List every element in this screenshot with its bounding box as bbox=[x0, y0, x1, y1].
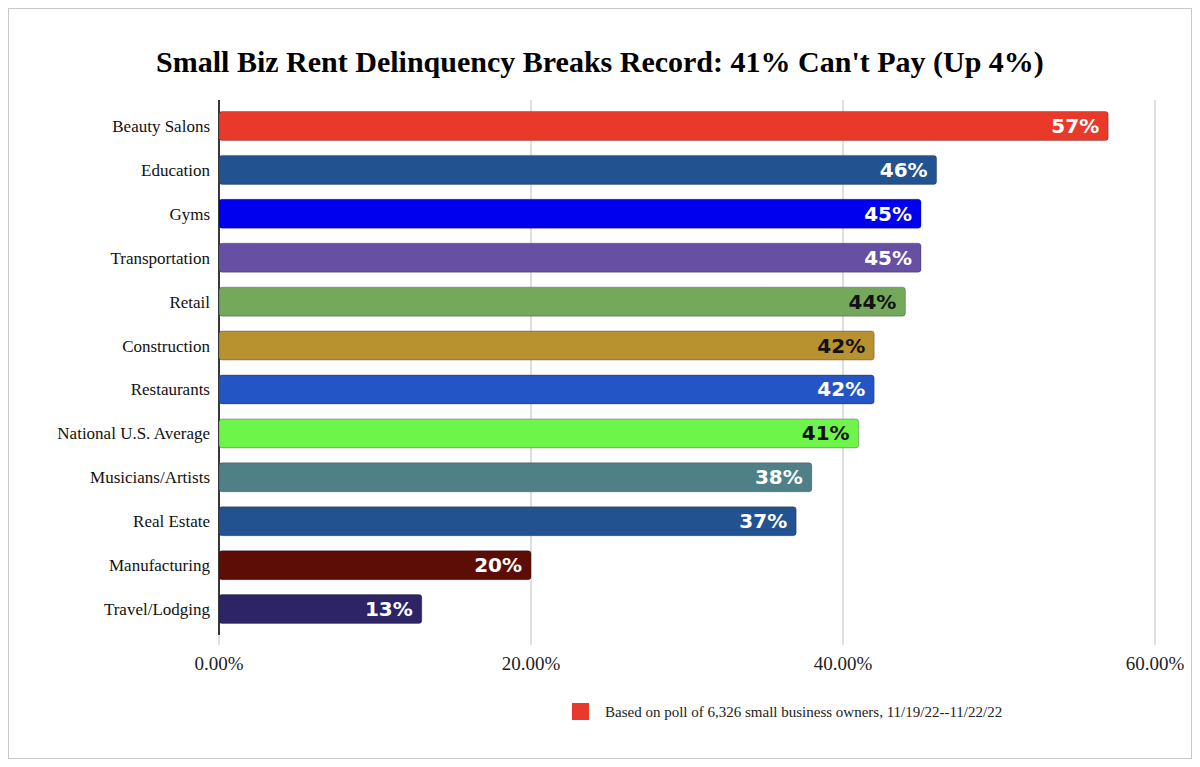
tick-label: 40.00% bbox=[814, 653, 873, 674]
bar bbox=[219, 595, 422, 624]
category-label: Education bbox=[141, 161, 210, 180]
bar bbox=[219, 419, 859, 448]
data-label: 13% bbox=[365, 597, 413, 621]
category-label: Transportation bbox=[111, 249, 211, 268]
data-label: 37% bbox=[739, 509, 787, 533]
data-label: 44% bbox=[849, 290, 897, 314]
bar bbox=[219, 111, 1108, 140]
bar bbox=[219, 463, 812, 492]
bar bbox=[219, 199, 921, 228]
annotation: Based on poll of 6,326 small business ow… bbox=[605, 704, 1002, 720]
bar bbox=[219, 331, 874, 360]
data-label: 42% bbox=[817, 334, 865, 358]
tick-label: 0.00% bbox=[194, 653, 243, 674]
bar bbox=[219, 287, 905, 316]
bars bbox=[219, 111, 1108, 623]
category-label: Real Estate bbox=[133, 512, 210, 531]
category-label: Construction bbox=[122, 337, 210, 356]
data-label: 42% bbox=[817, 377, 865, 401]
data-label: 20% bbox=[474, 553, 522, 577]
tick-label: 20.00% bbox=[502, 653, 561, 674]
frame bbox=[9, 9, 1192, 759]
data-label: 38% bbox=[755, 465, 803, 489]
category-label: Travel/Lodging bbox=[104, 600, 211, 619]
category-label: Beauty Salons bbox=[112, 117, 210, 136]
bar bbox=[219, 551, 531, 580]
data-label: 46% bbox=[880, 158, 928, 182]
category-label: Gyms bbox=[169, 205, 210, 224]
bar bbox=[219, 155, 937, 184]
tick-label: 60.00% bbox=[1126, 653, 1185, 674]
note-swatch bbox=[572, 703, 589, 720]
bar bbox=[219, 243, 921, 272]
data-label: 57% bbox=[1051, 114, 1099, 138]
category-label: Manufacturing bbox=[109, 556, 211, 575]
data-label: 45% bbox=[864, 246, 912, 270]
bar bbox=[219, 507, 796, 536]
chart: Small Biz Rent Delinquency Breaks Record… bbox=[0, 0, 1200, 767]
data-label: 41% bbox=[802, 421, 850, 445]
grid-line bbox=[1155, 100, 1156, 645]
category-label: National U.S. Average bbox=[57, 424, 210, 443]
category-label: Restaurants bbox=[131, 380, 210, 399]
category-label: Retail bbox=[169, 293, 210, 312]
bar bbox=[219, 375, 874, 404]
category-label: Musicians/Artists bbox=[90, 468, 210, 487]
background bbox=[0, 0, 1200, 767]
title: Small Biz Rent Delinquency Breaks Record… bbox=[156, 45, 1044, 79]
data-label: 45% bbox=[864, 202, 912, 226]
